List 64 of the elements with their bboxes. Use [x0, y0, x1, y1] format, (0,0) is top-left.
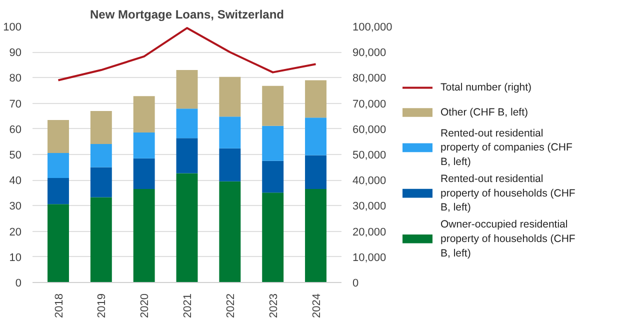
y2-tick-label: 70,000 [352, 98, 386, 110]
bar [305, 189, 326, 282]
bar [90, 144, 112, 168]
legend-label: Total number (right) [440, 82, 532, 94]
bar [133, 132, 155, 158]
y2-tick-label: 40,000 [352, 175, 386, 188]
bar [48, 152, 69, 178]
bar [219, 76, 241, 117]
y2-tick-label: 90,000 [352, 47, 386, 60]
bar [176, 108, 198, 138]
bar [262, 126, 284, 161]
x-tick-label: 2022 [224, 293, 237, 318]
y-tick-label: 100 [3, 22, 22, 34]
chart-title: New Mortgage Loans, Switzerland [90, 8, 284, 22]
y-tick-label: 10 [9, 252, 22, 264]
bar [262, 192, 284, 282]
bar [262, 86, 284, 126]
y2-tick-label: 10,000 [352, 252, 386, 264]
bar [176, 70, 198, 109]
y2-tick-label: 30,000 [352, 200, 386, 213]
bar [90, 197, 112, 282]
y-tick-label: 50 [9, 150, 22, 162]
bar [305, 80, 326, 118]
legend-label: Rented-out residential property of companies (CHF B, left) [440, 127, 572, 168]
bar [90, 110, 112, 144]
bar [305, 155, 326, 190]
y2-tick-label: 0 [352, 278, 359, 290]
bar [176, 138, 198, 174]
bar [133, 189, 155, 282]
y2-tick-label: 20,000 [352, 226, 386, 238]
bar [48, 204, 69, 282]
bar [48, 178, 69, 204]
x-tick-label: 2019 [96, 293, 108, 318]
y-tick-label: 30 [9, 200, 22, 213]
y2-tick-label: 50,000 [352, 150, 386, 162]
y-tick-label: 40 [9, 175, 22, 188]
y-tick-label: 20 [9, 226, 22, 238]
y2-tick-label: 80,000 [352, 72, 386, 85]
bar [90, 167, 112, 198]
y2-tick-label: 100,000 [352, 22, 392, 34]
x-tick-label: 2021 [182, 293, 194, 318]
bar [219, 181, 241, 282]
y2-tick-label: 60,000 [352, 124, 386, 136]
y-tick-label: 70 [9, 98, 22, 110]
y-tick-label: 80 [9, 72, 22, 85]
bar [262, 160, 284, 193]
x-tick-label: 2020 [139, 293, 152, 318]
x-tick-label: 2024 [310, 293, 323, 318]
legend-label: Owner-occupied residential property of households (CHF B, left) [440, 218, 576, 260]
x-tick-label: 2018 [53, 293, 66, 318]
bar [176, 173, 198, 282]
bar [133, 96, 155, 132]
bar [133, 158, 155, 190]
y-tick-label: 0 [15, 278, 22, 290]
bar [305, 118, 326, 156]
y-tick-label: 60 [9, 124, 22, 136]
x-tick-label: 2023 [268, 293, 280, 318]
bar [219, 148, 241, 182]
bar [48, 120, 69, 153]
legend-label: Rented-out residential property of households (CHF B, left) [440, 172, 576, 214]
bar [219, 116, 241, 148]
y-tick-label: 90 [9, 47, 22, 60]
line-series [57, 27, 317, 82]
legend-label: Other (CHF B, left) [440, 106, 528, 118]
